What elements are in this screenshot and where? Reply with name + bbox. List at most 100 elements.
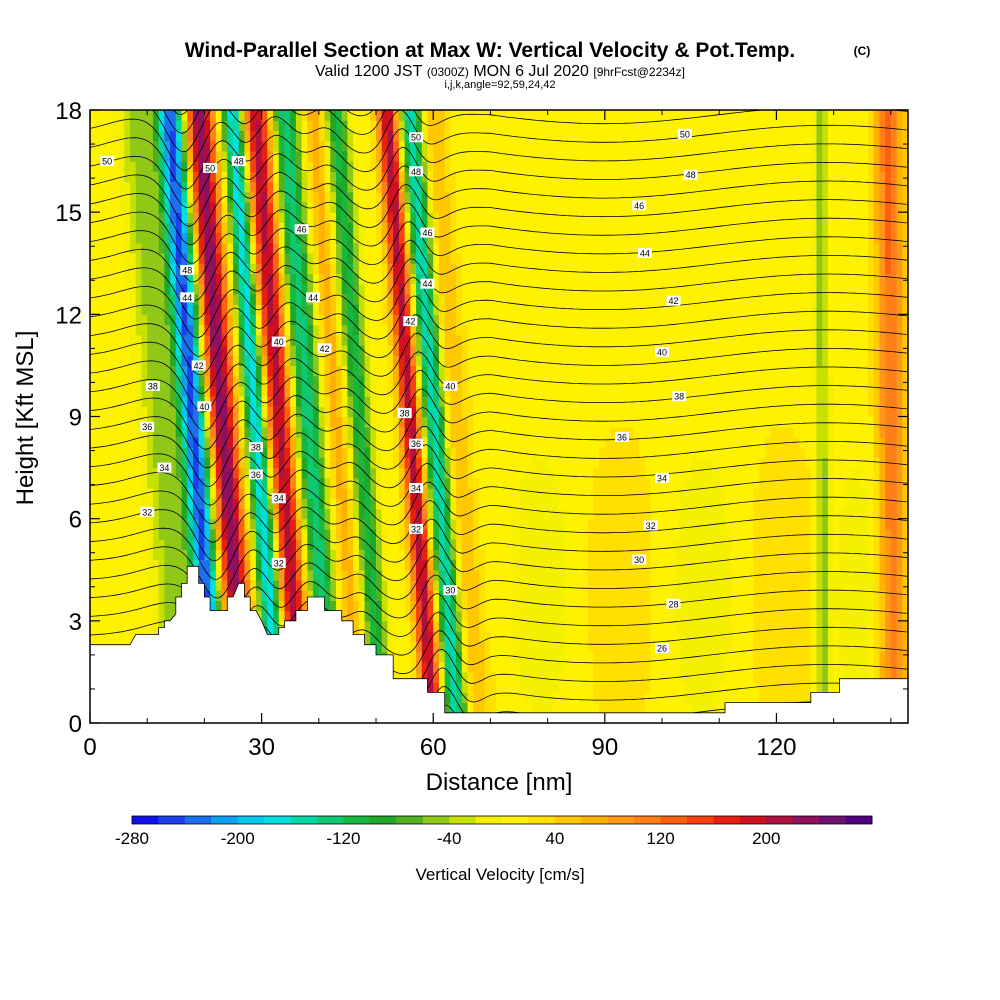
field-cell	[301, 396, 308, 407]
field-cell	[101, 140, 108, 152]
field-cell	[438, 590, 446, 601]
field-cell	[519, 304, 526, 315]
field-cell	[147, 110, 154, 121]
field-cell	[124, 610, 131, 622]
field-cell	[513, 692, 520, 704]
field-cell	[530, 692, 537, 704]
field-cell	[101, 396, 108, 407]
field-cell	[347, 396, 354, 407]
field-cell	[553, 201, 560, 213]
field-cell	[484, 242, 492, 254]
field-cell	[461, 488, 469, 499]
field-cell	[353, 273, 360, 285]
field-cell	[90, 436, 97, 448]
field-cell	[519, 324, 526, 336]
field-cell	[381, 201, 389, 213]
field-cell	[158, 314, 165, 326]
field-cell	[376, 273, 383, 285]
field-cell	[107, 355, 114, 367]
field-cell	[530, 477, 537, 489]
field-cell	[187, 559, 194, 571]
field-cell	[438, 579, 446, 591]
field-cell	[324, 171, 331, 183]
field-cell	[461, 253, 469, 264]
field-cell	[267, 344, 274, 356]
field-cell	[541, 263, 549, 275]
field-cell	[358, 508, 366, 520]
field-cell	[393, 610, 400, 622]
field-cell	[335, 447, 343, 458]
field-cell	[507, 344, 514, 356]
field-cell	[559, 610, 566, 622]
field-cell	[318, 590, 326, 601]
field-cell	[295, 212, 303, 223]
field-cell	[398, 365, 406, 377]
field-cell	[221, 498, 228, 510]
field-cell	[530, 702, 537, 714]
field-cell	[433, 590, 440, 601]
field-cell	[307, 447, 314, 458]
field-cell	[421, 620, 429, 632]
field-cell	[553, 631, 560, 642]
field-cell	[118, 314, 125, 326]
field-cell	[95, 457, 103, 469]
field-cell	[192, 324, 200, 336]
field-cell	[353, 559, 360, 571]
field-cell	[175, 201, 183, 213]
field-cell	[536, 539, 543, 550]
field-cell	[324, 406, 331, 418]
field-cell	[353, 528, 360, 540]
field-cell	[490, 283, 497, 295]
field-cell	[135, 559, 143, 571]
field-cell	[215, 518, 223, 530]
field-cell	[307, 569, 314, 581]
field-cell	[295, 518, 303, 530]
field-cell	[404, 559, 411, 571]
field-cell	[467, 661, 474, 673]
field-cell	[541, 508, 549, 520]
field-cell	[175, 426, 183, 438]
field-cell	[335, 579, 343, 591]
field-cell	[267, 600, 274, 612]
field-cell	[324, 590, 331, 601]
field-cell	[335, 334, 343, 346]
field-cell	[335, 191, 343, 203]
field-cell	[519, 253, 526, 264]
field-cell	[410, 242, 417, 254]
field-cell	[496, 651, 503, 663]
field-cell	[181, 273, 188, 285]
field-cell	[416, 590, 423, 601]
field-cell	[513, 488, 520, 499]
field-cell	[170, 447, 177, 458]
field-cell	[461, 242, 469, 254]
field-cell	[484, 171, 492, 183]
field-cell	[530, 416, 537, 428]
field-cell	[501, 201, 509, 213]
field-cell	[318, 314, 326, 326]
field-cell	[295, 477, 303, 489]
field-cell	[559, 253, 566, 264]
field-cell	[376, 355, 383, 367]
field-cell	[273, 518, 280, 530]
field-cell	[278, 110, 286, 121]
field-cell	[347, 549, 354, 561]
field-cell	[238, 539, 246, 550]
field-cell	[278, 324, 286, 336]
field-cell	[507, 488, 514, 499]
field-cell	[547, 293, 554, 305]
field-cell	[347, 253, 354, 264]
field-cell	[364, 201, 371, 213]
field-cell	[496, 508, 503, 520]
field-cell	[112, 293, 120, 305]
field-cell	[444, 130, 451, 142]
field-cell	[547, 212, 554, 223]
field-cell	[130, 293, 137, 305]
field-cell	[313, 232, 320, 244]
field-cell	[227, 314, 234, 326]
field-cell	[461, 273, 469, 285]
field-cell	[353, 212, 360, 223]
field-cell	[135, 293, 143, 305]
field-cell	[278, 232, 286, 244]
field-cell	[290, 467, 297, 479]
field-cell	[250, 385, 257, 397]
